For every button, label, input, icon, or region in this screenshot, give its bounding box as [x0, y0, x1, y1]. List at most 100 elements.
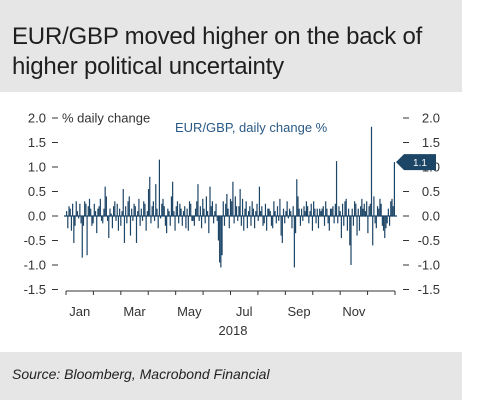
bar	[92, 216, 94, 224]
bar	[215, 203, 217, 216]
bar	[216, 216, 218, 221]
bar	[369, 203, 371, 216]
y-tick-label-left: 0.0	[28, 209, 46, 224]
bar	[93, 203, 95, 216]
bar	[150, 216, 152, 224]
bar	[370, 126, 373, 216]
callout-shape	[396, 154, 436, 171]
bar	[202, 198, 204, 216]
bar	[346, 216, 348, 231]
bar	[214, 211, 216, 216]
bar	[187, 216, 189, 231]
bar	[127, 201, 129, 216]
bar	[235, 206, 238, 216]
y-tick-label-right: 1.5	[422, 135, 440, 150]
bar	[196, 201, 198, 216]
bar	[104, 186, 106, 216]
bar	[294, 216, 297, 234]
bar	[156, 208, 158, 216]
bar	[102, 216, 104, 224]
y-tick-label-left: -1.5	[24, 282, 46, 297]
bar	[379, 198, 381, 216]
x-tick-label: Jul	[236, 304, 253, 319]
bar	[257, 216, 259, 221]
x-axis-title: 2018	[219, 323, 248, 338]
bar	[111, 216, 113, 229]
bar	[79, 203, 81, 216]
bar	[126, 216, 128, 224]
bar	[303, 206, 305, 216]
bar	[147, 189, 150, 216]
y-tick-label-left: 2.0	[28, 111, 46, 126]
bar	[222, 201, 224, 216]
bar	[166, 216, 168, 234]
bar	[180, 208, 182, 216]
bar	[288, 208, 291, 216]
bar	[298, 208, 300, 216]
bar	[349, 216, 351, 246]
bar	[381, 216, 383, 226]
bar	[362, 208, 364, 216]
bar	[341, 203, 344, 216]
bar	[323, 216, 326, 226]
bar	[385, 216, 387, 229]
x-axis: Jan Mar May Jul Sep Nov	[65, 290, 396, 319]
bar	[75, 201, 77, 216]
bar	[120, 216, 122, 226]
bar	[151, 206, 153, 216]
bar	[220, 216, 222, 268]
bar	[317, 216, 320, 229]
bar	[329, 208, 332, 216]
bar	[184, 206, 186, 216]
bar	[219, 216, 221, 263]
bar	[128, 196, 130, 216]
bar	[261, 206, 263, 216]
bar	[209, 186, 211, 216]
bar	[191, 216, 193, 221]
bar	[321, 208, 323, 216]
bar	[172, 181, 174, 216]
bar	[354, 201, 356, 216]
y-tick-label-right: 0.0	[422, 209, 440, 224]
bar	[175, 206, 177, 216]
bar-series	[66, 126, 395, 268]
bar	[356, 216, 358, 236]
bar	[286, 201, 288, 216]
bar	[280, 216, 282, 236]
y-tick-label-right: -1.5	[418, 282, 440, 297]
bar	[234, 196, 236, 216]
bar	[343, 216, 345, 226]
bar	[123, 216, 126, 243]
bar	[378, 208, 380, 216]
bar	[316, 208, 318, 216]
bar	[367, 216, 369, 234]
bar	[90, 208, 92, 216]
bar	[217, 216, 220, 241]
bar	[338, 206, 340, 216]
bar	[114, 201, 116, 216]
y-axis-right: 2.01.51.00.50.0-0.5-1.0-1.5	[403, 111, 440, 297]
bar	[382, 216, 385, 231]
bar	[178, 216, 180, 224]
bar	[190, 203, 192, 216]
bar	[262, 216, 264, 226]
y-tick-label-right: -0.5	[418, 233, 440, 248]
bar	[91, 216, 93, 226]
bar	[267, 208, 269, 216]
chart-title-line-2: higher political uncertainty	[12, 53, 284, 80]
bar	[199, 206, 201, 216]
bar	[81, 216, 83, 258]
bar	[264, 203, 267, 216]
bar	[319, 208, 321, 216]
bar	[226, 193, 228, 216]
bar	[250, 216, 252, 226]
bar	[149, 176, 151, 216]
last-value-callout: 1.1	[396, 154, 436, 171]
bar	[245, 201, 247, 216]
bar	[297, 196, 299, 216]
x-tick-label: Jan	[69, 304, 90, 319]
bar	[281, 216, 283, 243]
bar	[233, 216, 235, 224]
bar	[243, 216, 245, 231]
bar	[211, 201, 214, 216]
